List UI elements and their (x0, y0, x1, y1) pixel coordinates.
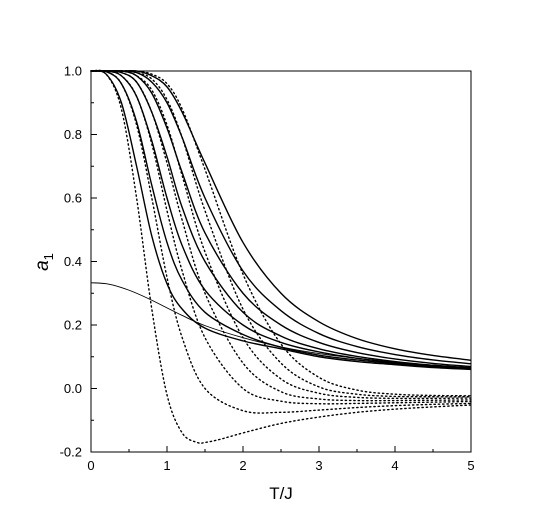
y-axis-title: a1 (32, 253, 56, 271)
y-axis-title-main: a (32, 260, 53, 271)
x-tick-label: 5 (467, 458, 474, 473)
dotted-series-line-14 (90, 70, 472, 398)
y-tick-label: -0.2 (60, 445, 82, 460)
series-lines (90, 69, 472, 445)
solid-series-line-3 (90, 69, 472, 370)
x-tick-label: 0 (87, 458, 94, 473)
x-tick-label: 2 (239, 458, 246, 473)
x-axis-title: T/J (269, 484, 293, 503)
solid-series-line-8 (91, 69, 472, 361)
y-tick-label: 0.4 (64, 254, 82, 269)
dotted-series-line-11 (90, 69, 472, 405)
dotted-series-line-13 (90, 69, 472, 400)
dotted-series-line-15 (90, 70, 472, 397)
x-tick-label: 1 (163, 458, 170, 473)
solid-series-line-4 (90, 69, 472, 370)
dotted-series-line-9 (90, 69, 472, 445)
y-tick-label: 0.0 (64, 381, 82, 396)
y-tick-label: 0.8 (64, 127, 82, 142)
y-tick-label: 0.2 (64, 318, 82, 333)
dotted-series-line-10 (90, 69, 472, 414)
tick-labels: 0 1 2 3 4 5 -0.2 0.0 0.2 0.4 0.6 0.8 1.0 (60, 64, 475, 474)
x-tick-label: 3 (315, 458, 322, 473)
solid-series-line-2 (90, 70, 472, 371)
y-tick-label: 0.6 (64, 191, 82, 206)
y-axis-title-sub: 1 (41, 253, 56, 260)
y-tick-label: 1.0 (64, 64, 82, 79)
axis-ticks (90, 70, 472, 453)
dotted-series-line-12 (90, 70, 472, 402)
x-tick-label: 4 (391, 458, 398, 473)
